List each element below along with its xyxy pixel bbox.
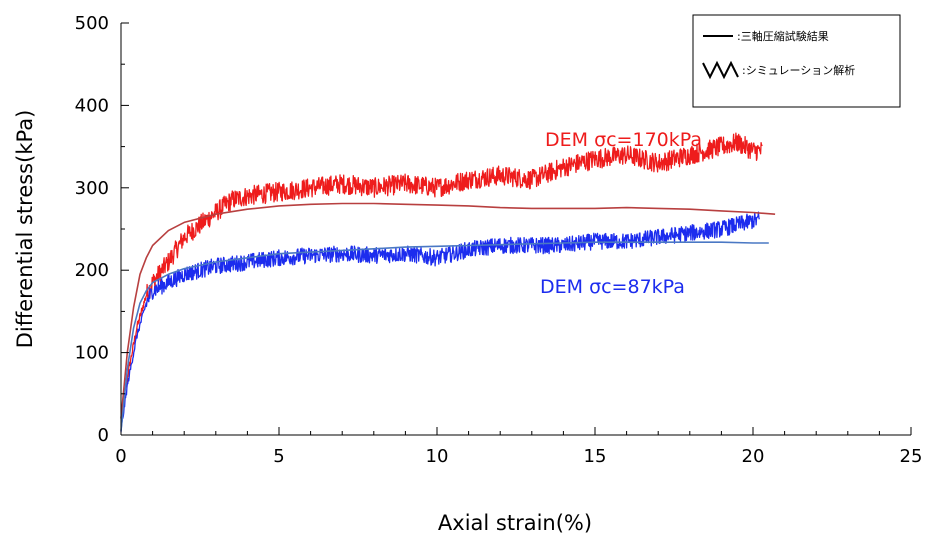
y-tick-label: 0 — [98, 425, 109, 446]
y-tick-label: 300 — [75, 178, 109, 199]
annotation-blue: DEM σc=87kPa — [540, 276, 685, 298]
x-tick-label: 25 — [900, 446, 923, 467]
x-tick-label: 20 — [742, 446, 765, 467]
x-tick-label: 15 — [584, 446, 607, 467]
legend: :三軸圧縮試験結果 :シミュレーション解析 — [692, 14, 901, 108]
y-tick-label: 100 — [75, 343, 109, 364]
legend-box — [692, 14, 901, 108]
y-tick-label: 400 — [75, 95, 109, 116]
axes — [120, 22, 912, 436]
series-layer — [120, 132, 776, 433]
simulation-series-line-1 — [120, 211, 760, 433]
y-tick-label: 200 — [75, 260, 109, 281]
simulation-series-line-0 — [120, 132, 763, 418]
annotation-red: DEM σc=170kPa — [545, 129, 702, 151]
test-series-line-3 — [120, 241, 769, 431]
legend-label-test: :三軸圧縮試験結果 — [737, 29, 829, 43]
x-tick-label: 0 — [115, 446, 126, 467]
y-axis-title: Differential stress(kPa) — [13, 110, 37, 349]
x-tick-label: 5 — [273, 446, 284, 467]
y-tick-label: 500 — [75, 13, 109, 34]
legend-symbol-simulation — [702, 60, 739, 80]
legend-label-simulation: :シミュレーション解析 — [742, 63, 855, 77]
tick-labels: 0 5 10 15 20 25 0 100 200 300 400 500 — [75, 13, 923, 467]
x-tick-label: 10 — [426, 446, 449, 467]
x-axis-title: Axial strain(%) — [438, 511, 592, 535]
test-series-line-2 — [120, 202, 776, 419]
